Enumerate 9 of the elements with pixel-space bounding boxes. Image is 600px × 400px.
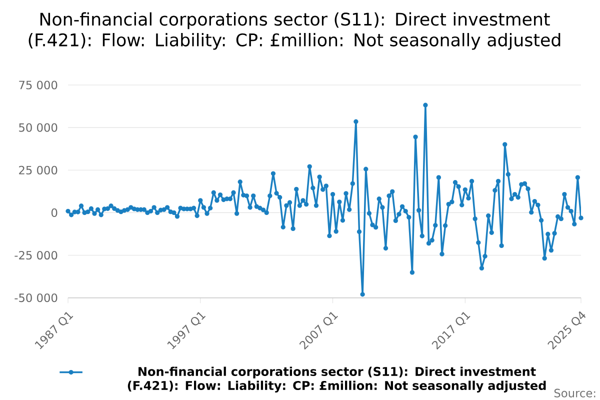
y-tick-label: -25 000 — [14, 251, 58, 260]
y-tick-label: 75 000 — [19, 80, 58, 90]
source-note: Source: — [554, 388, 596, 398]
chart-title: Non-financial corporations sector (S11): Direct investment (F.421): Flow: Liability: CP: £million: Not seasonally adjusted — [28, 12, 560, 50]
y-tick-label: -50 000 — [14, 294, 58, 302]
y-tick-label: 0 — [51, 208, 58, 218]
y-tick-label: 25 000 — [19, 166, 58, 175]
text: Non-financial corporations sector (S11): Direct investment (F.421): Flow: Liability: CP: £million: Not seasonally adjusted — [128, 366, 546, 393]
y-tick-label: 50 000 — [19, 123, 58, 132]
